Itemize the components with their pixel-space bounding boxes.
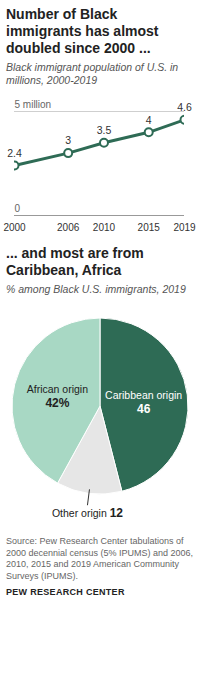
svg-text:5 million: 5 million bbox=[15, 99, 52, 110]
svg-text:4.6: 4.6 bbox=[177, 101, 192, 113]
svg-text:Other origin 12: Other origin 12 bbox=[52, 506, 123, 520]
svg-text:2019: 2019 bbox=[173, 222, 196, 233]
svg-text:African origin42%: African origin42% bbox=[27, 383, 88, 410]
svg-text:3: 3 bbox=[65, 134, 71, 146]
svg-text:2.4: 2.4 bbox=[7, 147, 22, 159]
html-text:% among Black U.S. immigrants,: % among Black U.S. immigrants, 2019 bbox=[6, 283, 186, 295]
html-text:PEW RESEARCH CENTER: PEW RESEARCH CENTER bbox=[6, 587, 125, 597]
html-text:Source: Pew Research Center ta: Source: Pew Research Center tabulations … bbox=[6, 536, 194, 581]
svg-text:3.5: 3.5 bbox=[97, 124, 112, 136]
svg-text:Caribbean origin46: Caribbean origin46 bbox=[105, 388, 182, 415]
svg-text:2010: 2010 bbox=[93, 222, 116, 233]
svg-text:2015: 2015 bbox=[138, 222, 161, 233]
svg-text:4: 4 bbox=[146, 114, 152, 126]
svg-text:0: 0 bbox=[15, 203, 21, 214]
svg-text:2006: 2006 bbox=[57, 222, 80, 233]
svg-text:2000: 2000 bbox=[3, 222, 26, 233]
html-text:... and most are from Caribbea: ... and most are from Caribbean, Africa bbox=[6, 245, 144, 278]
html-text:Black immigrant population of: Black immigrant population of U.S. in mi… bbox=[6, 61, 179, 86]
html-text:Number of Black immigrants has: Number of Black immigrants has almost do… bbox=[6, 6, 159, 56]
